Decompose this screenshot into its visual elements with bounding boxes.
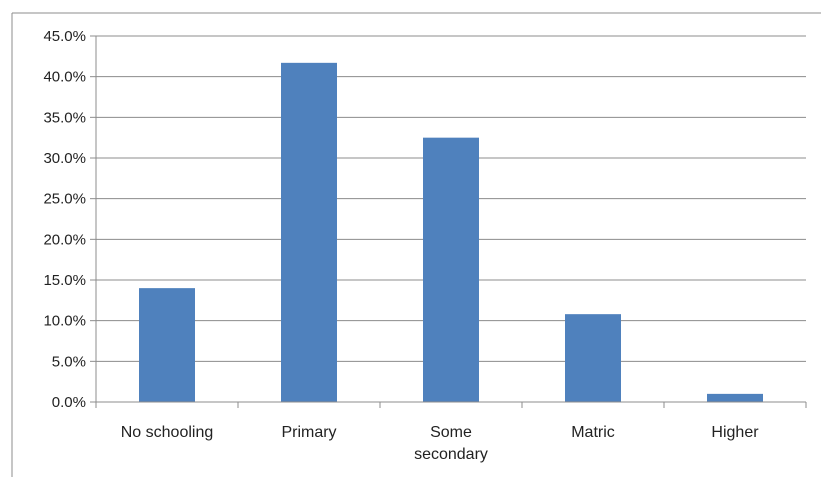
x-category-label-line: Primary bbox=[281, 424, 336, 441]
x-axis-category-labels: No schooling Primary Some secondary Matric Hi… bbox=[121, 424, 759, 463]
y-tick-label: 45.0% bbox=[43, 28, 86, 45]
y-tick-label: 30.0% bbox=[43, 150, 86, 167]
y-axis-tick-labels: 0.0% 5.0% 10.0% 15.0% 20.0% 25.0% 30.0% 35.0% 40… bbox=[43, 28, 96, 411]
bar bbox=[281, 62, 337, 403]
y-tick-label: 5.0% bbox=[52, 353, 86, 370]
x-category-label-line: Higher bbox=[711, 424, 759, 441]
x-category-label: Primary bbox=[281, 424, 336, 441]
bars bbox=[139, 62, 763, 403]
x-category-label: Matric bbox=[571, 424, 615, 441]
y-tick-label: 20.0% bbox=[43, 231, 86, 248]
bar bbox=[565, 314, 621, 402]
y-tick-label: 25.0% bbox=[43, 191, 86, 208]
y-tick-label: 40.0% bbox=[43, 69, 86, 86]
x-category-label-line: Some bbox=[430, 424, 472, 441]
x-category-label-line: No schooling bbox=[121, 424, 214, 441]
y-tick-label: 35.0% bbox=[43, 109, 86, 126]
x-category-label-line: Matric bbox=[571, 424, 615, 441]
x-axis bbox=[95, 36, 807, 408]
x-category-label: Higher bbox=[711, 424, 759, 441]
y-tick-label: 10.0% bbox=[43, 313, 86, 330]
x-category-label-line: secondary bbox=[414, 446, 488, 463]
y-tick-label: 15.0% bbox=[43, 272, 86, 289]
x-category-label: Some secondary bbox=[414, 424, 488, 463]
bar bbox=[423, 137, 479, 402]
x-category-label: No schooling bbox=[121, 424, 214, 441]
bar bbox=[707, 393, 763, 402]
y-tick-label: 0.0% bbox=[52, 394, 86, 411]
bar bbox=[139, 288, 195, 402]
